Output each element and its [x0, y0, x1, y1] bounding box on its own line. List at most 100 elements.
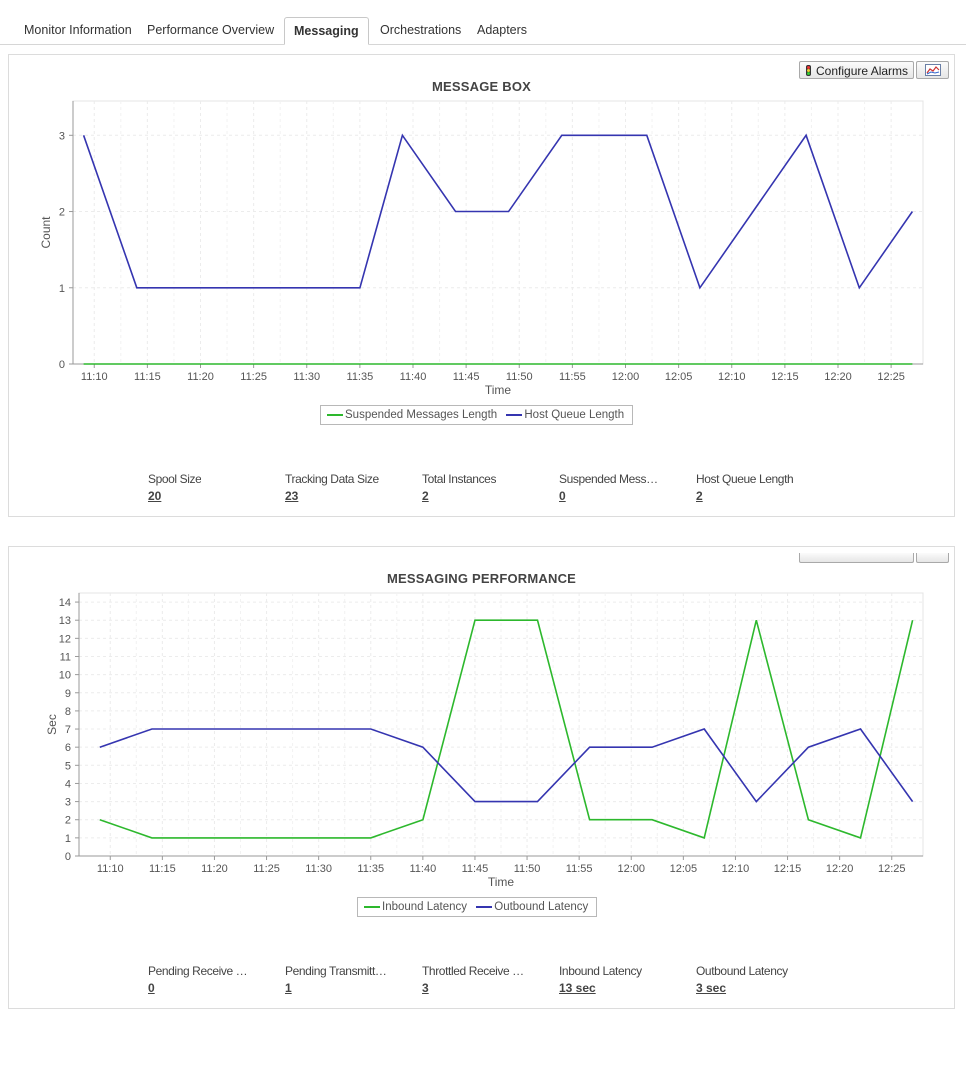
x-tick-label: 12:00 [612, 371, 640, 383]
x-tick-label: 11:10 [97, 863, 124, 875]
messaging-performance-legend: Inbound Latency Outbound Latency [357, 897, 598, 917]
legend-item-outbound: Outbound Latency [474, 901, 588, 913]
x-tick-label: 12:25 [877, 371, 905, 383]
x-tick-label: 11:50 [514, 863, 541, 875]
tab-bar: Monitor Information Performance Overview… [0, 0, 966, 45]
x-tick-label: 11:45 [453, 371, 480, 383]
stat-total-instances: Total Instances 2 [422, 472, 496, 503]
x-tick-label: 11:25 [253, 863, 280, 875]
legend-item-host-queue: Host Queue Length [504, 409, 624, 421]
y-tick-label: 12 [59, 633, 71, 645]
stat-tracking-data-size: Tracking Data Size 23 [285, 472, 379, 503]
x-tick-label: 11:20 [201, 863, 228, 875]
traffic-light-icon [806, 65, 811, 76]
stat-value-link[interactable]: 2 [696, 489, 703, 503]
tab-monitor-information[interactable]: Monitor Information [24, 23, 132, 37]
series-line-1 [99, 728, 914, 803]
tab-performance-overview[interactable]: Performance Overview [147, 23, 275, 37]
legend-item-inbound: Inbound Latency [362, 901, 467, 913]
stat-suspended-messages: Suspended Mess… 0 [559, 472, 658, 503]
y-tick-label: 0 [59, 359, 65, 371]
x-tick-label: 11:35 [347, 371, 374, 383]
stat-inbound-latency: Inbound Latency 13 sec [559, 964, 642, 995]
stat-pending-receive: Pending Receive … 0 [148, 964, 247, 995]
stat-label: Total Instances [422, 472, 497, 486]
y-axis-label: Count [39, 216, 53, 249]
x-tick-label: 11:40 [400, 371, 427, 383]
stat-label: Throttled Receive … [422, 964, 524, 978]
x-tick-label: 11:45 [462, 863, 489, 875]
x-tick-label: 11:25 [240, 371, 267, 383]
x-tick-label: 12:20 [826, 863, 854, 875]
configure-alarms-button-partial[interactable] [799, 553, 914, 563]
stat-value-link[interactable]: 0 [148, 981, 155, 995]
y-tick-label: 2 [59, 207, 65, 219]
y-tick-label: 4 [65, 778, 71, 790]
message-box-panel: Configure Alarms MESSAGE BOX 11:10 11:15 1… [8, 54, 955, 517]
stat-spool-size: Spool Size 20 [148, 472, 201, 503]
stat-outbound-latency: Outbound Latency 3 sec [696, 964, 788, 995]
series-line-0 [99, 619, 914, 839]
message-box-title: MESSAGE BOX [432, 79, 531, 94]
stat-value-link[interactable]: 1 [285, 981, 292, 995]
x-tick-label: 12:00 [617, 863, 645, 875]
x-tick-label: 12:05 [670, 863, 698, 875]
x-axis-label: Time [488, 875, 515, 889]
y-tick-label: 10 [59, 670, 71, 682]
x-tick-label: 11:15 [134, 371, 161, 383]
chart-view-button[interactable] [916, 61, 949, 79]
series-line-1 [82, 133, 914, 290]
x-tick-label: 11:20 [187, 371, 214, 383]
configure-alarms-button[interactable]: Configure Alarms [799, 61, 914, 79]
messaging-performance-panel: MESSAGING PERFORMANCE 11:10 11:15 11:20 11:… [8, 546, 955, 1009]
message-box-legend: Suspended Messages Length Host Queue Len… [320, 405, 634, 425]
y-tick-label: 1 [59, 283, 65, 295]
stat-value-link[interactable]: 13 sec [559, 981, 596, 995]
x-tick-label: 11:10 [81, 371, 108, 383]
x-axis-label: Time [485, 383, 512, 397]
stat-label: Host Queue Length [696, 472, 794, 486]
y-tick-label: 11 [60, 651, 71, 663]
x-tick-label: 11:35 [357, 863, 384, 875]
y-tick-label: 3 [59, 130, 65, 142]
stat-label: Tracking Data Size [285, 472, 379, 486]
y-tick-label: 2 [65, 815, 71, 827]
y-tick-label: 9 [65, 688, 71, 700]
stat-value-link[interactable]: 23 [285, 489, 299, 503]
chart-icon [925, 64, 941, 76]
x-tick-label: 12:25 [878, 863, 906, 875]
stat-value-link[interactable]: 0 [559, 489, 566, 503]
stat-label: Outbound Latency [696, 964, 788, 978]
stat-label: Inbound Latency [559, 964, 642, 978]
y-tick-label: 5 [65, 760, 71, 772]
stat-pending-transmit: Pending Transmitt… 1 [285, 964, 387, 995]
stat-value-link[interactable]: 2 [422, 489, 429, 503]
x-tick-label: 11:30 [305, 863, 332, 875]
tab-orchestrations[interactable]: Orchestrations [380, 23, 462, 37]
x-tick-label: 12:15 [771, 371, 799, 383]
messaging-performance-title: MESSAGING PERFORMANCE [386, 571, 577, 586]
x-tick-label: 12:10 [722, 863, 750, 875]
y-tick-label: 7 [65, 724, 71, 736]
x-tick-label: 12:10 [718, 371, 746, 383]
message-box-chart: 11:10 11:15 11:20 11:25 11:30 11:35 11:40 11:45… [39, 100, 924, 397]
x-tick-label: 12:05 [665, 371, 693, 383]
configure-alarms-label: Configure Alarms [816, 64, 909, 78]
y-tick-label: 13 [59, 615, 71, 627]
tab-adapters[interactable]: Adapters [477, 23, 528, 37]
stat-label: Pending Receive … [148, 964, 248, 978]
messaging-performance-chart: 11:10 11:15 11:20 11:25 11:30 11:35 11:40 11:45… [45, 592, 924, 889]
stat-value-link[interactable]: 3 sec [696, 981, 727, 995]
stat-throttled-receive: Throttled Receive … 3 [422, 964, 524, 995]
chart-view-button-partial[interactable] [916, 553, 949, 563]
x-tick-label: 12:15 [774, 863, 802, 875]
tab-messaging[interactable]: Messaging [284, 17, 369, 45]
x-tick-label: 11:40 [409, 863, 436, 875]
plot-area [72, 100, 924, 365]
stat-value-link[interactable]: 20 [148, 489, 162, 503]
y-tick-label: 0 [65, 851, 71, 863]
stat-label: Pending Transmitt… [285, 964, 387, 978]
x-tick-label: 12:20 [824, 371, 852, 383]
stat-value-link[interactable]: 3 [422, 981, 429, 995]
y-tick-label: 3 [65, 797, 71, 809]
